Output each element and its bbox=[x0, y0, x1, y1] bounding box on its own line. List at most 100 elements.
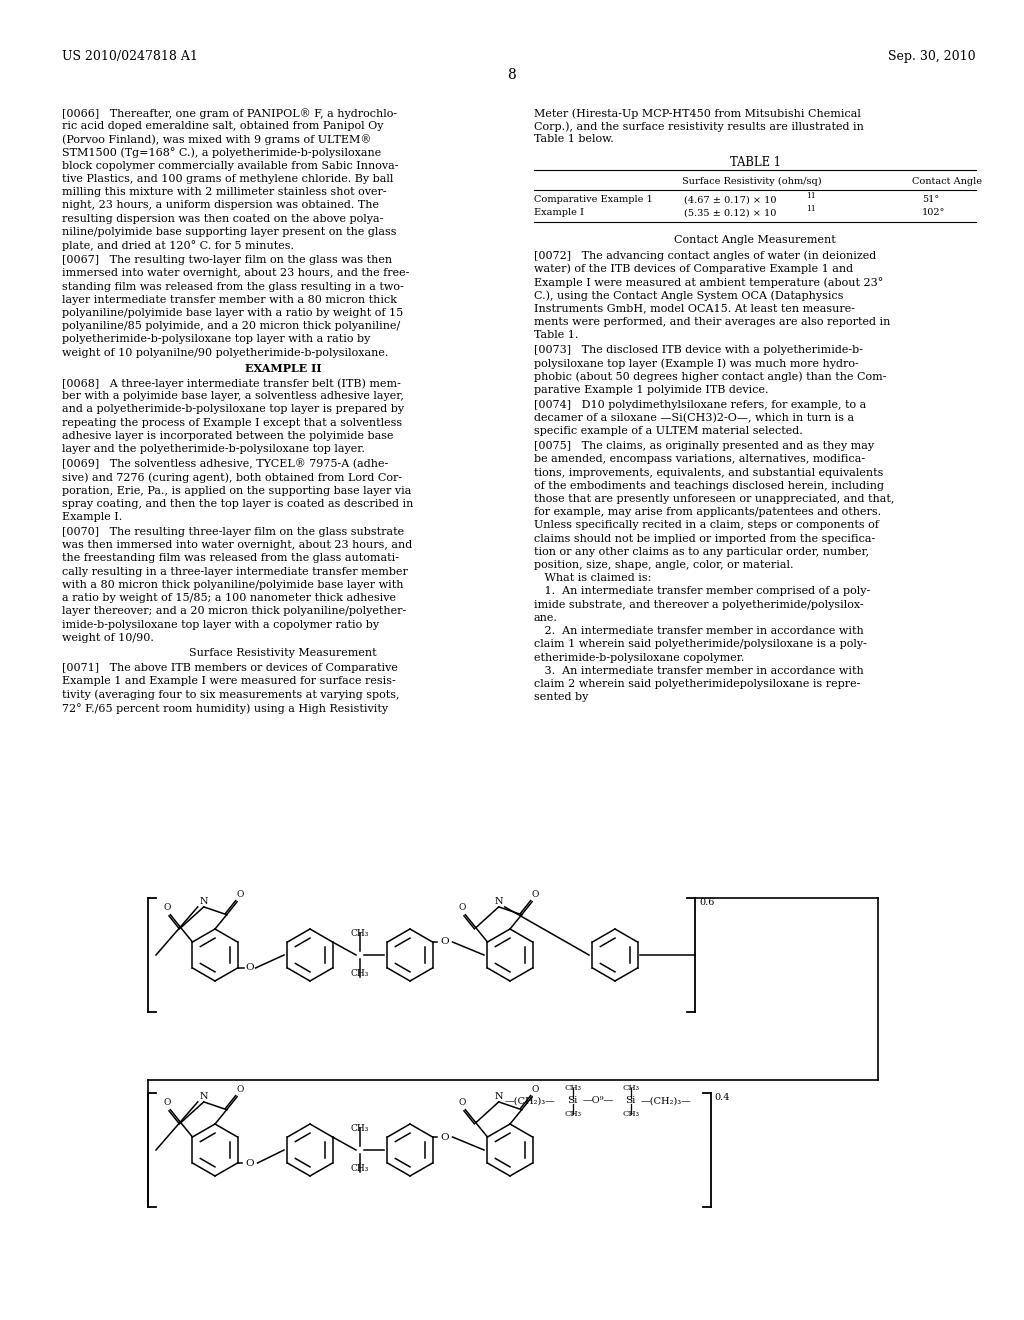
Text: phobic (about 50 degrees higher contact angle) than the Com-: phobic (about 50 degrees higher contact … bbox=[534, 371, 887, 381]
Text: resulting dispersion was then coated on the above polya-: resulting dispersion was then coated on … bbox=[62, 214, 383, 223]
Text: What is claimed is:: What is claimed is: bbox=[534, 573, 651, 583]
Text: ric acid doped emeraldine salt, obtained from Panipol Oy: ric acid doped emeraldine salt, obtained… bbox=[62, 121, 384, 131]
Text: the freestanding film was released from the glass automati-: the freestanding film was released from … bbox=[62, 553, 399, 564]
Text: repeating the process of Example I except that a solventless: repeating the process of Example I excep… bbox=[62, 417, 402, 428]
Text: 2.  An intermediate transfer member in accordance with: 2. An intermediate transfer member in ac… bbox=[534, 626, 864, 636]
Text: O: O bbox=[440, 1133, 449, 1142]
Text: parative Example 1 polyimide ITB device.: parative Example 1 polyimide ITB device. bbox=[534, 384, 768, 395]
Text: night, 23 hours, a uniform dispersion was obtained. The: night, 23 hours, a uniform dispersion wa… bbox=[62, 201, 379, 210]
Text: O: O bbox=[459, 903, 466, 912]
Text: (5.35 ± 0.12) × 10: (5.35 ± 0.12) × 10 bbox=[684, 209, 776, 218]
Text: [0070]   The resulting three-layer film on the glass substrate: [0070] The resulting three-layer film on… bbox=[62, 527, 404, 537]
Text: O: O bbox=[164, 1098, 171, 1106]
Text: specific example of a ULTEM material selected.: specific example of a ULTEM material sel… bbox=[534, 426, 803, 436]
Text: O: O bbox=[245, 1159, 254, 1167]
Text: Example I: Example I bbox=[534, 209, 584, 218]
Text: O: O bbox=[440, 937, 449, 946]
Text: polyetherimide-b-polysiloxane top layer with a ratio by: polyetherimide-b-polysiloxane top layer … bbox=[62, 334, 371, 345]
Text: of the embodiments and teachings disclosed herein, including: of the embodiments and teachings disclos… bbox=[534, 480, 884, 491]
Text: spray coating, and then the top layer is coated as described in: spray coating, and then the top layer is… bbox=[62, 499, 414, 508]
Text: Surface Resistivity (ohm/sq): Surface Resistivity (ohm/sq) bbox=[682, 177, 821, 186]
Text: tions, improvements, equivalents, and substantial equivalents: tions, improvements, equivalents, and su… bbox=[534, 467, 884, 478]
Text: for example, may arise from applicants/patentees and others.: for example, may arise from applicants/p… bbox=[534, 507, 881, 517]
Text: 0.6: 0.6 bbox=[699, 898, 715, 907]
Text: decamer of a siloxane —Si(CH3)2-O—, which in turn is a: decamer of a siloxane —Si(CH3)2-O—, whic… bbox=[534, 413, 854, 424]
Text: sented by: sented by bbox=[534, 692, 589, 702]
Text: layer thereover; and a 20 micron thick polyaniline/polyether-: layer thereover; and a 20 micron thick p… bbox=[62, 606, 407, 616]
Text: CH₃: CH₃ bbox=[351, 928, 370, 937]
Text: O: O bbox=[245, 964, 254, 973]
Text: O: O bbox=[237, 1085, 244, 1094]
Text: claims should not be implied or imported from the specifica-: claims should not be implied or imported… bbox=[534, 533, 876, 544]
Text: CH₃: CH₃ bbox=[351, 1164, 370, 1173]
Text: O: O bbox=[531, 890, 539, 899]
Text: ber with a polyimide base layer, a solventless adhesive layer,: ber with a polyimide base layer, a solve… bbox=[62, 391, 403, 401]
Text: plate, and dried at 120° C. for 5 minutes.: plate, and dried at 120° C. for 5 minute… bbox=[62, 240, 294, 251]
Text: O: O bbox=[459, 1098, 466, 1106]
Text: —(CH₂)₃—: —(CH₂)₃— bbox=[505, 1097, 556, 1105]
Text: claim 2 wherein said polyetherimidepolysiloxane is repre-: claim 2 wherein said polyetherimidepolys… bbox=[534, 678, 860, 689]
Text: 72° F./65 percent room humidity) using a High Resistivity: 72° F./65 percent room humidity) using a… bbox=[62, 702, 388, 714]
Text: poration, Erie, Pa., is applied on the supporting base layer via: poration, Erie, Pa., is applied on the s… bbox=[62, 486, 412, 495]
Text: [0074]   D10 polydimethylsiloxane refers, for example, to a: [0074] D10 polydimethylsiloxane refers, … bbox=[534, 400, 866, 409]
Text: TABLE 1: TABLE 1 bbox=[729, 156, 780, 169]
Text: adhesive layer is incorporated between the polyimide base: adhesive layer is incorporated between t… bbox=[62, 430, 393, 441]
Text: tivity (averaging four to six measurements at varying spots,: tivity (averaging four to six measuremen… bbox=[62, 689, 399, 700]
Text: those that are presently unforeseen or unappreciated, and that,: those that are presently unforeseen or u… bbox=[534, 494, 894, 504]
Text: EXAMPLE II: EXAMPLE II bbox=[245, 363, 322, 374]
Text: N: N bbox=[495, 896, 503, 906]
Text: (Porvoo Finland), was mixed with 9 grams of ULTEM®: (Porvoo Finland), was mixed with 9 grams… bbox=[62, 135, 372, 145]
Text: CH₃: CH₃ bbox=[564, 1110, 582, 1118]
Text: weight of 10/90.: weight of 10/90. bbox=[62, 632, 154, 643]
Text: [0072]   The advancing contact angles of water (in deionized: [0072] The advancing contact angles of w… bbox=[534, 251, 877, 261]
Text: ane.: ane. bbox=[534, 612, 558, 623]
Text: N: N bbox=[200, 1092, 208, 1101]
Text: Unless specifically recited in a claim, steps or components of: Unless specifically recited in a claim, … bbox=[534, 520, 879, 531]
Text: 102°: 102° bbox=[922, 209, 945, 218]
Text: Corp.), and the surface resistivity results are illustrated in: Corp.), and the surface resistivity resu… bbox=[534, 121, 864, 132]
Text: —O⁹—: —O⁹— bbox=[583, 1097, 614, 1105]
Text: [0073]   The disclosed ITB device with a polyetherimide-b-: [0073] The disclosed ITB device with a p… bbox=[534, 345, 863, 355]
Text: Si: Si bbox=[566, 1097, 578, 1105]
Text: 3.  An intermediate transfer member in accordance with: 3. An intermediate transfer member in ac… bbox=[534, 665, 864, 676]
Text: sive) and 7276 (curing agent), both obtained from Lord Cor-: sive) and 7276 (curing agent), both obta… bbox=[62, 473, 402, 483]
Text: CH₃: CH₃ bbox=[623, 1110, 639, 1118]
Text: [0075]   The claims, as originally presented and as they may: [0075] The claims, as originally present… bbox=[534, 441, 874, 451]
Text: niline/polyimide base supporting layer present on the glass: niline/polyimide base supporting layer p… bbox=[62, 227, 396, 236]
Text: tive Plastics, and 100 grams of methylene chloride. By ball: tive Plastics, and 100 grams of methylen… bbox=[62, 174, 393, 183]
Text: CH₃: CH₃ bbox=[623, 1084, 639, 1092]
Text: [0069]   The solventless adhesive, TYCEL® 7975-A (adhe-: [0069] The solventless adhesive, TYCEL® … bbox=[62, 459, 388, 470]
Text: layer and the polyetherimide-b-polysiloxane top layer.: layer and the polyetherimide-b-polysilox… bbox=[62, 444, 365, 454]
Text: O: O bbox=[237, 890, 244, 899]
Text: [0067]   The resulting two-layer film on the glass was then: [0067] The resulting two-layer film on t… bbox=[62, 255, 392, 265]
Text: and a polyetherimide-b-polysiloxane top layer is prepared by: and a polyetherimide-b-polysiloxane top … bbox=[62, 404, 404, 414]
Text: [0071]   The above ITB members or devices of Comparative: [0071] The above ITB members or devices … bbox=[62, 663, 398, 673]
Text: Contact Angle Measurement: Contact Angle Measurement bbox=[674, 235, 836, 244]
Text: 11: 11 bbox=[806, 205, 816, 213]
Text: Surface Resistivity Measurement: Surface Resistivity Measurement bbox=[189, 648, 377, 657]
Text: CH₃: CH₃ bbox=[351, 1123, 370, 1133]
Text: Sep. 30, 2010: Sep. 30, 2010 bbox=[889, 50, 976, 63]
Text: 0.4: 0.4 bbox=[715, 1093, 730, 1102]
Text: 51°: 51° bbox=[922, 195, 939, 205]
Text: etherimide-b-polysiloxane copolymer.: etherimide-b-polysiloxane copolymer. bbox=[534, 652, 744, 663]
Text: N: N bbox=[200, 896, 208, 906]
Text: imide-b-polysiloxane top layer with a copolymer ratio by: imide-b-polysiloxane top layer with a co… bbox=[62, 619, 379, 630]
Text: cally resulting in a three-layer intermediate transfer member: cally resulting in a three-layer interme… bbox=[62, 566, 408, 577]
Text: O: O bbox=[164, 903, 171, 912]
Text: 8: 8 bbox=[508, 69, 516, 82]
Text: (4.67 ± 0.17) × 10: (4.67 ± 0.17) × 10 bbox=[684, 195, 776, 205]
Text: N: N bbox=[495, 1092, 503, 1101]
Text: claim 1 wherein said polyetherimide/polysiloxane is a poly-: claim 1 wherein said polyetherimide/poly… bbox=[534, 639, 867, 649]
Text: Table 1.: Table 1. bbox=[534, 330, 579, 339]
Text: a ratio by weight of 15/85; a 100 nanometer thick adhesive: a ratio by weight of 15/85; a 100 nanome… bbox=[62, 593, 396, 603]
Text: standing film was released from the glass resulting in a two-: standing film was released from the glas… bbox=[62, 281, 403, 292]
Text: 1.  An intermediate transfer member comprised of a poly-: 1. An intermediate transfer member compr… bbox=[534, 586, 870, 597]
Text: O: O bbox=[531, 1085, 539, 1094]
Text: Si: Si bbox=[625, 1097, 635, 1105]
Text: ments were performed, and their averages are also reported in: ments were performed, and their averages… bbox=[534, 317, 891, 326]
Text: Instruments GmbH, model OCA15. At least ten measure-: Instruments GmbH, model OCA15. At least … bbox=[534, 304, 855, 313]
Text: be amended, encompass variations, alternatives, modifica-: be amended, encompass variations, altern… bbox=[534, 454, 865, 465]
Text: CH₃: CH₃ bbox=[351, 969, 370, 978]
Text: polyaniline/85 polyimide, and a 20 micron thick polyaniline/: polyaniline/85 polyimide, and a 20 micro… bbox=[62, 321, 400, 331]
